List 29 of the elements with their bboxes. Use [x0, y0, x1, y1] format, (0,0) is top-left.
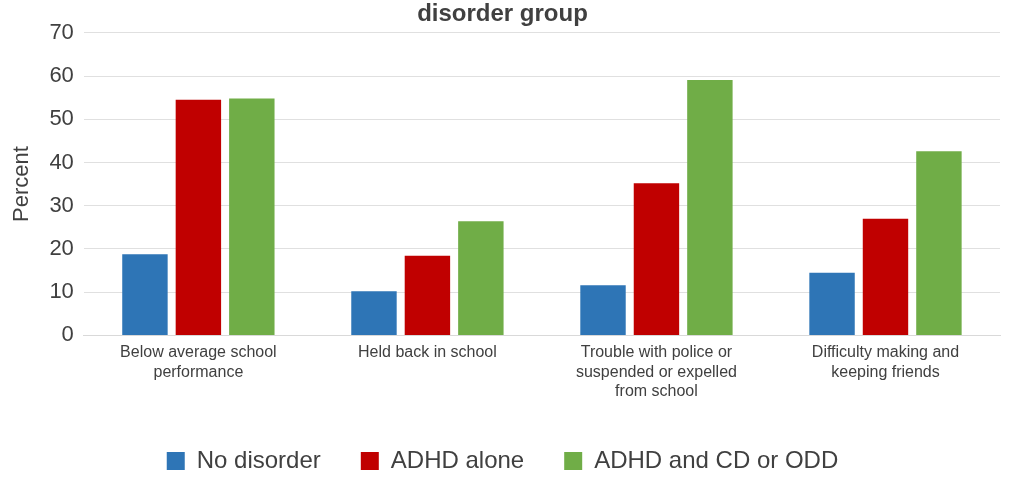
x-tick-label: Held back in school	[358, 343, 497, 361]
y-tick-label: 40	[49, 148, 74, 174]
bar	[404, 255, 451, 335]
y-tick-label: 10	[49, 278, 74, 304]
legend-label: ADHD alone	[390, 445, 525, 473]
bar	[122, 254, 168, 335]
bar	[580, 285, 626, 335]
bar	[351, 291, 397, 335]
y-tick-label: 50	[49, 105, 74, 131]
y-tick-label: 70	[49, 18, 74, 44]
bar	[687, 79, 733, 335]
bar	[809, 272, 855, 335]
x-tick-label: Difficulty making and keeping friends	[811, 343, 960, 380]
bar	[862, 218, 909, 335]
bar	[229, 98, 275, 335]
y-tick-label: 60	[49, 62, 74, 88]
chart-title: disorder group	[417, 0, 588, 27]
legend-label: No disorder	[196, 445, 321, 473]
bar	[916, 151, 962, 335]
bar	[633, 183, 680, 335]
y-axis-title: Percent	[8, 146, 34, 223]
x-tick-label: Below average school performance	[120, 343, 277, 380]
x-tick-label: Trouble with police or suspended or expelled from school	[575, 343, 737, 399]
y-tick-label: 30	[49, 191, 74, 217]
legend-label: ADHD and CD or ODD	[594, 445, 839, 473]
y-tick-label: 20	[49, 235, 74, 261]
y-tick-label: 0	[61, 321, 74, 347]
bar	[458, 221, 504, 335]
bar	[175, 99, 222, 335]
